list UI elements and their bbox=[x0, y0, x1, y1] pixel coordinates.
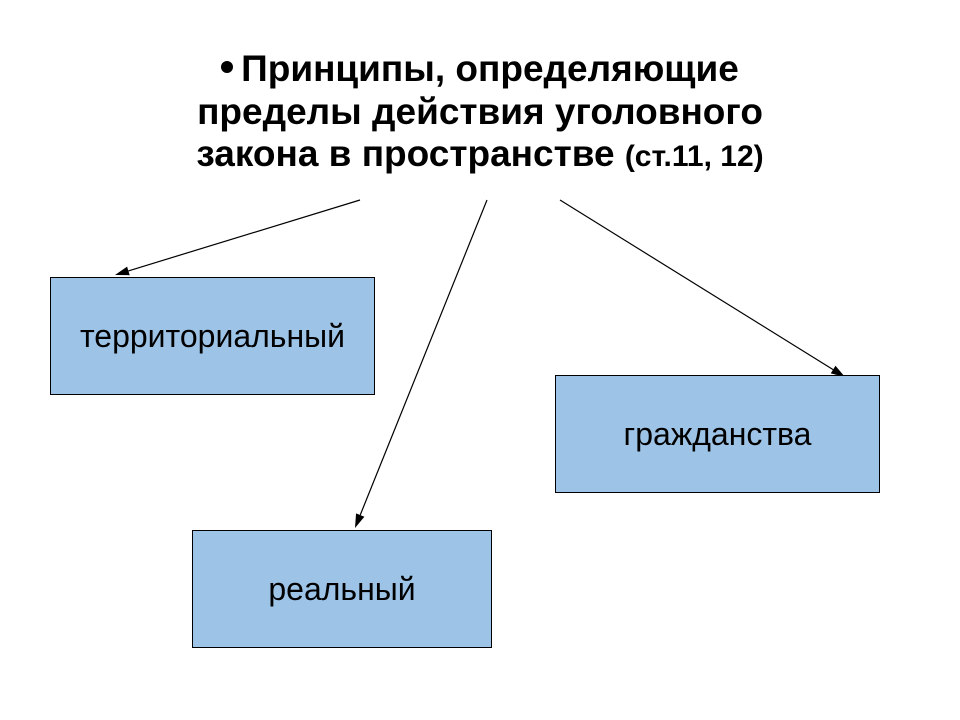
diagram-stage: Принципы, определяющие пределы действия … bbox=[0, 0, 960, 720]
title-line-3-small: (ст.11, 12) bbox=[625, 140, 764, 173]
node-real: реальный bbox=[192, 530, 492, 648]
node-citizenship-label: гражданства bbox=[624, 416, 812, 453]
title-line-1: Принципы, определяющие bbox=[241, 48, 739, 89]
node-territorial-label: территориальный bbox=[80, 318, 345, 355]
node-citizenship: гражданства bbox=[555, 375, 880, 493]
bullet-icon bbox=[221, 61, 233, 73]
title-line-3-main: закона в пространстве bbox=[196, 133, 624, 174]
node-real-label: реальный bbox=[268, 571, 415, 608]
node-territorial: территориальный bbox=[50, 277, 375, 395]
title-line-2: пределы действия уголовного bbox=[120, 91, 840, 134]
diagram-title: Принципы, определяющие пределы действия … bbox=[120, 48, 840, 176]
